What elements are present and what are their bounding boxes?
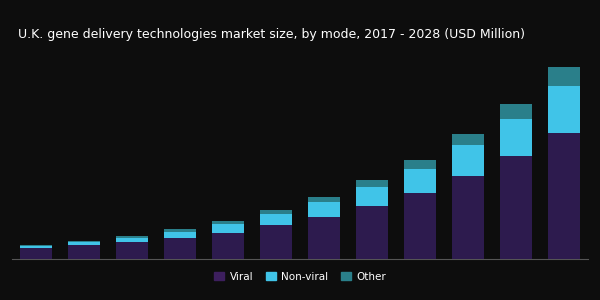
Bar [548, 133, 580, 260]
Bar [356, 206, 388, 260]
Bar [20, 245, 52, 246]
Bar [260, 214, 292, 225]
Bar [116, 236, 148, 238]
Bar [500, 104, 532, 118]
Text: U.K. gene delivery technologies market size, by mode, 2017 - 2028 (USD Million): U.K. gene delivery technologies market s… [18, 28, 525, 41]
Bar [500, 156, 532, 260]
Bar [212, 224, 244, 232]
Bar [164, 229, 196, 232]
Bar [308, 202, 340, 217]
Bar [548, 86, 580, 133]
Bar [68, 242, 100, 245]
Bar [212, 232, 244, 260]
Bar [116, 238, 148, 242]
Bar [260, 225, 292, 260]
Bar [308, 196, 340, 202]
Bar [452, 134, 484, 146]
Bar [404, 169, 436, 193]
Bar [164, 232, 196, 238]
Bar [452, 146, 484, 176]
Bar [452, 176, 484, 260]
Legend: Viral, Non-viral, Other: Viral, Non-viral, Other [209, 268, 391, 286]
Bar [500, 118, 532, 156]
Bar [68, 241, 100, 242]
Bar [164, 238, 196, 260]
Bar [356, 180, 388, 188]
Bar [20, 246, 52, 248]
Bar [68, 245, 100, 260]
Bar [356, 188, 388, 206]
Bar [548, 68, 580, 86]
Bar [260, 210, 292, 214]
Bar [308, 217, 340, 260]
Bar [20, 248, 52, 260]
Bar [404, 160, 436, 169]
Bar [116, 242, 148, 260]
Bar [404, 193, 436, 260]
Bar [212, 221, 244, 224]
